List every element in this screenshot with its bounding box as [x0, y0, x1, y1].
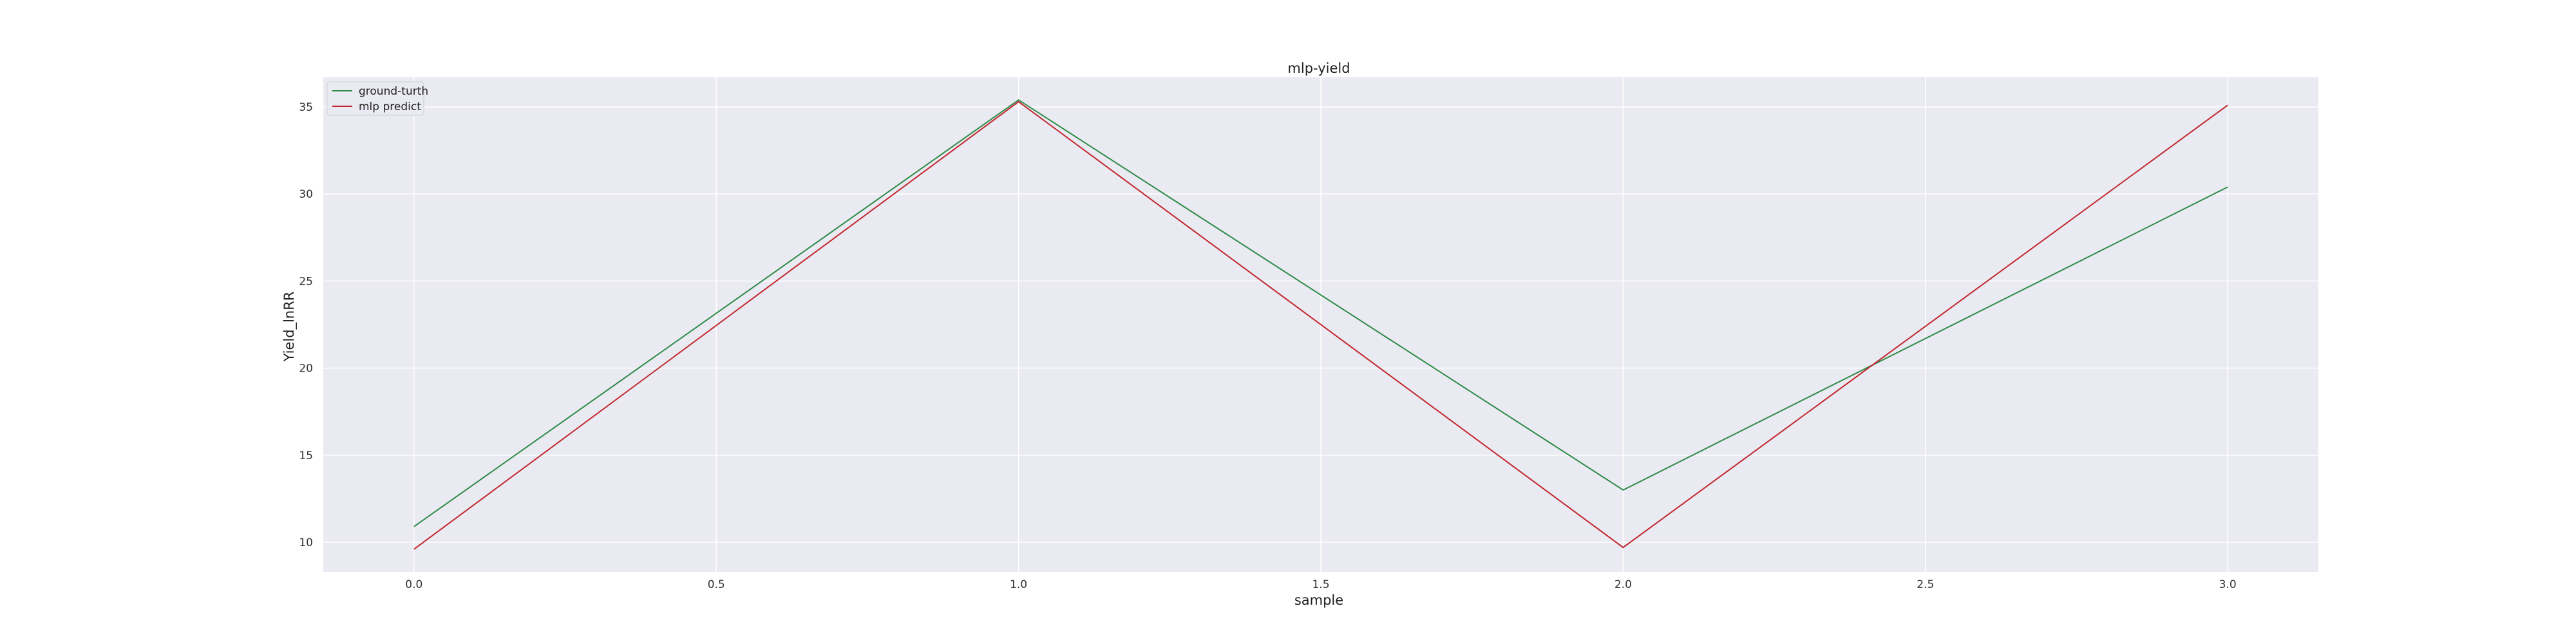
y-tick-labels: 10 15 20 25 30 35: [299, 101, 313, 549]
y-tick-label: 30: [299, 188, 313, 201]
x-axis-label: sample: [1294, 592, 1343, 608]
x-tick-label: 1.5: [1312, 578, 1329, 591]
y-tick-label: 20: [299, 363, 313, 375]
y-tick-label: 35: [299, 101, 313, 114]
y-tick-label: 15: [299, 450, 313, 462]
series-lines: [413, 99, 2228, 550]
x-tick-label: 3.0: [2219, 578, 2237, 591]
series-line-ground-turth: [413, 99, 2228, 527]
series-line-mlp-predict: [413, 100, 2228, 550]
y-tick-label: 25: [299, 275, 313, 288]
y-tick-label: 10: [299, 536, 313, 549]
chart-title: mlp-yield: [1287, 61, 1350, 76]
legend-label-ground-turth: ground-turth: [359, 85, 428, 98]
x-tick-label: 0.5: [708, 578, 725, 591]
y-axis-label: Yield_lnRR: [281, 292, 298, 363]
legend: ground-turth mlp predict: [327, 81, 428, 116]
legend-label-mlp-predict: mlp predict: [359, 100, 421, 113]
x-tick-label: 1.0: [1010, 578, 1027, 591]
x-tick-labels: 0.0 0.5 1.0 1.5 2.0 2.5 3.0: [405, 578, 2236, 591]
x-tick-label: 2.0: [1615, 578, 1632, 591]
x-tick-label: 2.5: [1917, 578, 1934, 591]
grid-lines: [323, 77, 2318, 572]
x-tick-label: 0.0: [405, 578, 422, 591]
